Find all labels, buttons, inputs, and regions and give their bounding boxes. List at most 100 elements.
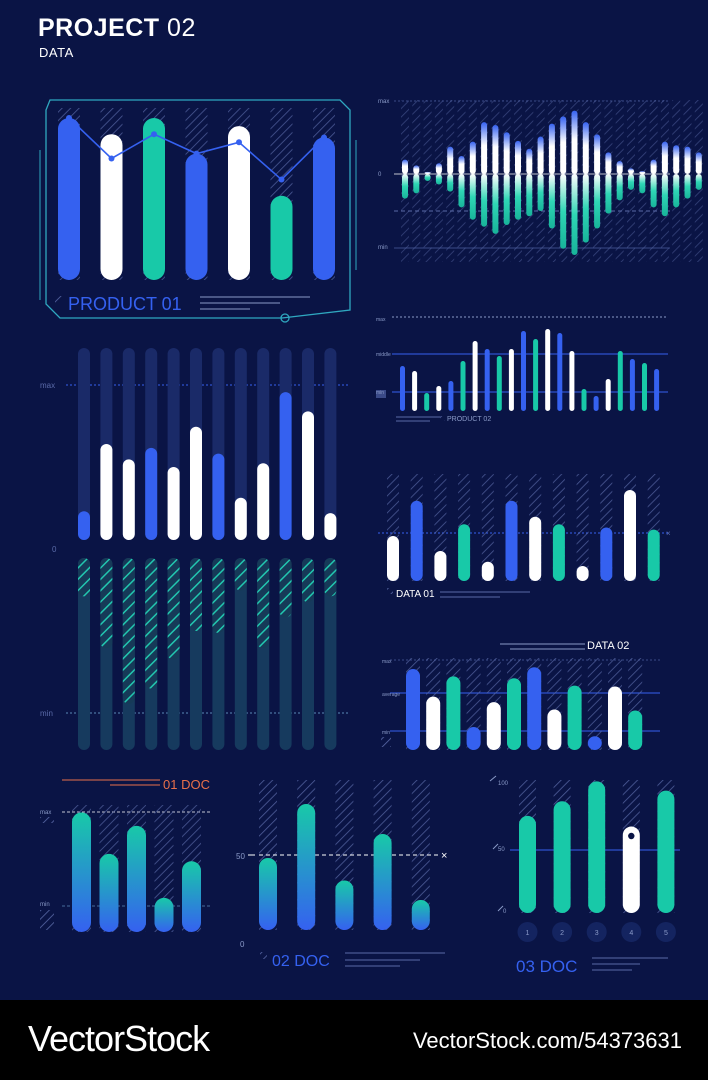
doc01-label: 01 DOC [163, 777, 210, 792]
wave-bar-positive [661, 141, 668, 174]
doc03-bar [657, 790, 675, 913]
wave-bar-positive [537, 136, 544, 174]
data01-bar [529, 516, 542, 581]
data01-label: DATA 01 [396, 589, 435, 600]
product01-line-point [278, 176, 285, 183]
wave-axis-zero: 0 [378, 172, 382, 178]
product02-axis-max: max [376, 317, 386, 323]
doc03-label: 03 DOC [516, 957, 577, 976]
product01-bar [228, 126, 250, 280]
charts-canvas: PRODUCT 01 max 0 min max middle min PRODUCT 02 m… [39, 99, 703, 976]
product01-label: PRODUCT 01 [68, 294, 182, 314]
big-track-top [324, 348, 337, 540]
wave-bar-negative [560, 174, 567, 249]
wave-bar-positive [413, 165, 420, 174]
wave-axis-max: max [378, 99, 389, 105]
data02-bar [547, 709, 562, 750]
data02-bar [446, 676, 461, 750]
wave-bar-positive [582, 122, 589, 174]
data02-axis-box [381, 737, 391, 747]
data01-label-hatch [387, 588, 393, 594]
data02-axis-avg: average [382, 692, 400, 698]
wave-bar-negative [447, 174, 454, 192]
product02-bar [642, 363, 647, 411]
doc02-bar [259, 858, 277, 930]
wave-bar-positive [605, 152, 612, 174]
big-bar-negative [279, 558, 292, 618]
product02-bar [448, 381, 454, 411]
doc01-bar [72, 812, 91, 932]
product02-bar [617, 351, 623, 411]
product01-frame [45, 99, 351, 319]
big-track-top [78, 348, 90, 540]
product02-bar [605, 379, 611, 411]
data01-ref-mark: × [666, 529, 671, 538]
wave-bar-positive [548, 123, 555, 174]
wave-bar-negative [503, 174, 510, 226]
wave-bar-positive [492, 125, 499, 174]
wave-bar-negative [515, 174, 521, 220]
big-bar-positive [279, 392, 292, 540]
data02-bar-bg [466, 658, 481, 750]
product02-bar [521, 331, 526, 411]
doc03-category-circle [621, 922, 642, 942]
big-bar-negative [324, 558, 337, 597]
product01-bar [270, 195, 293, 280]
data02-bar [527, 667, 542, 750]
big-bar-positive [122, 459, 135, 540]
doc03-bar [519, 815, 536, 913]
product01-line-point [151, 131, 157, 138]
big-axis-min: min [40, 709, 53, 718]
product02-bar [508, 349, 514, 411]
big-bar-negative [145, 558, 158, 689]
product01-line-point [236, 139, 242, 146]
data02-bar-bg [587, 658, 602, 750]
wave-bar-positive [639, 171, 646, 174]
doc03-category-label: 2 [560, 930, 564, 937]
product02-bar [654, 369, 660, 411]
product02-bar [581, 389, 587, 411]
doc02-bar [335, 880, 354, 930]
product01-line-point [321, 134, 327, 141]
product02-bar [436, 386, 442, 411]
doc02-label-hatch [260, 952, 267, 959]
data01-bar [434, 551, 447, 581]
big-bar-negative [100, 558, 113, 649]
wave-bar-negative [548, 174, 555, 229]
page-title: PROJECT 02 [38, 14, 196, 42]
big-track-bottom [234, 558, 247, 750]
data02-bar [426, 696, 441, 750]
product02-bar [484, 349, 490, 411]
data01-bar-bg [576, 474, 589, 581]
footer-bar: VectorStock VectorStock.com/54373631 [0, 1000, 708, 1080]
wave-bar-negative [650, 174, 657, 208]
data01-bar [600, 527, 613, 581]
big-bar-positive [212, 453, 225, 540]
product02-bar [424, 393, 430, 411]
doc03-axis-tick [497, 905, 504, 912]
data02-bar [628, 710, 643, 750]
wave-bar-negative [469, 174, 476, 220]
data01-bar [458, 524, 471, 581]
product01-bar [58, 118, 80, 280]
product02-bar [569, 351, 575, 411]
doc02-bar [411, 900, 430, 930]
doc02-axis-0: 0 [240, 940, 245, 949]
big-bar-positive [257, 463, 270, 540]
doc03-category-circle [655, 922, 676, 942]
product01-label-hatch [55, 296, 62, 303]
doc03-axis-0: 0 [503, 909, 507, 915]
doc03-axis-tick [492, 843, 499, 850]
big-bar-negative [302, 558, 314, 603]
data02-bar [608, 686, 622, 750]
doc01-axis-box [40, 817, 54, 823]
big-bar-positive [145, 447, 158, 540]
product02-axis-min: min [376, 390, 384, 396]
product02-bar [460, 361, 466, 411]
wave-bar-negative [571, 174, 578, 255]
product02-bar [496, 356, 502, 411]
data02-axis-min: min [382, 730, 390, 736]
data02-bar [567, 685, 582, 750]
wave-bar-positive [515, 140, 521, 174]
product02-label-hatch [440, 416, 445, 421]
